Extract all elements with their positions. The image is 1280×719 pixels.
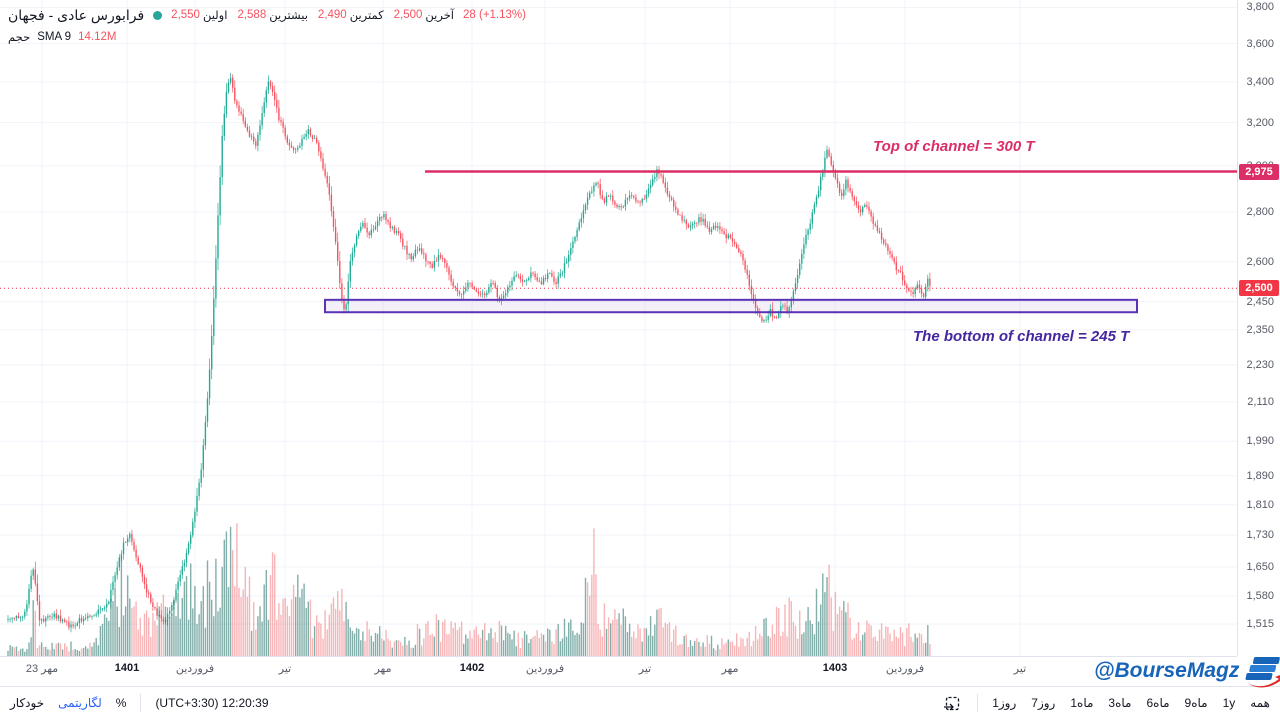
separator xyxy=(977,694,979,712)
price-tick: 3,800 xyxy=(1246,1,1274,14)
time-tick: مهر xyxy=(374,663,392,675)
ohlc-label: آخرین xyxy=(425,10,454,22)
log-scale-button[interactable]: لگاریتمی xyxy=(58,696,102,710)
bottom-channel-annotation[interactable]: The bottom of channel = 245 T xyxy=(913,328,1130,345)
ohlc-pair: 2,490 کمترین xyxy=(318,8,384,22)
ohlc-label: بیشترین xyxy=(269,10,308,22)
time-tick-year: 1403 xyxy=(822,662,848,674)
go-to-date-icon[interactable] xyxy=(941,692,963,714)
ohlc-fields: 2,550 اولین 2,588 بیشترین 2,490 کمترین 2,500 آخ… xyxy=(171,8,454,22)
candlestick-volume-chart xyxy=(0,0,1237,656)
time-tick-year: 1401 xyxy=(114,662,140,674)
range-buttons: 1روز 7روز 1ماه 3ماه 6ماه 9ماه 1y همه xyxy=(992,696,1270,710)
ohlc-pair: 2,550 اولین xyxy=(171,8,227,22)
range-button[interactable]: 1y xyxy=(1222,696,1236,710)
time-tick: فروردین xyxy=(885,663,925,675)
ohlc-value: 2,490 xyxy=(317,9,347,21)
time-tick: فروردین xyxy=(175,663,215,675)
chart-pane[interactable] xyxy=(0,0,1237,656)
price-axis[interactable]: 3,8003,6003,4003,2003,0002,8002,6002,450… xyxy=(1237,0,1280,656)
time-tick: 23 مهر xyxy=(25,663,59,675)
price-tick: 2,600 xyxy=(1246,255,1274,268)
price-tick: 1,515 xyxy=(1246,618,1274,631)
percent-scale-button[interactable]: % xyxy=(115,696,127,710)
change-value: 28 (+1.13%) xyxy=(463,9,526,21)
time-tick: تیر xyxy=(638,663,652,675)
price-tick: 1,810 xyxy=(1246,498,1274,511)
range-controls: 1روز 7روز 1ماه 3ماه 6ماه 9ماه 1y همه xyxy=(941,687,1270,719)
price-tick: 3,600 xyxy=(1246,37,1274,50)
market-status-dot-icon xyxy=(153,10,163,20)
range-button[interactable]: 9ماه xyxy=(1184,696,1208,710)
symbol-title[interactable]: فرابورس عادی - فجهان xyxy=(8,6,145,23)
price-tick: 1,890 xyxy=(1246,469,1274,482)
ohlc-pair: 2,500 آخرین xyxy=(394,8,454,22)
watermark: @BourseMagz xyxy=(1094,653,1280,689)
separator xyxy=(140,694,142,712)
time-tick: مهر xyxy=(721,663,739,675)
range-button[interactable]: 1ماه xyxy=(1070,696,1094,710)
ohlc-value: 2,588 xyxy=(237,9,267,21)
bottom-toolbar: خودکار لگاریتمی % (UTC+3:30) 12:20:39 1ر… xyxy=(0,686,1280,719)
ohlc-pair: 2,588 بیشترین xyxy=(237,8,307,22)
price-tick: 2,450 xyxy=(1246,295,1274,308)
price-tick: 2,230 xyxy=(1246,358,1274,371)
watermark-handle: @BourseMagz xyxy=(1094,659,1240,682)
legend-volume-row: حجم SMA 9 14.12M xyxy=(8,28,526,46)
top-channel-annotation[interactable]: Top of channel = 300 T xyxy=(873,138,1035,155)
price-tick: 2,110 xyxy=(1247,395,1274,408)
range-button[interactable]: 7روز xyxy=(1031,696,1056,710)
price-tick: 3,400 xyxy=(1246,75,1274,88)
price-tick: 1,650 xyxy=(1246,560,1274,573)
time-tick-year: 1402 xyxy=(459,662,485,674)
range-button[interactable]: همه xyxy=(1250,696,1270,710)
legend: فرابورس عادی - فجهان 2,550 اولین 2,588 بیشت… xyxy=(8,5,526,46)
price-tick: 2,800 xyxy=(1246,206,1274,219)
price-badge: 2,975 xyxy=(1239,163,1279,180)
ohlc-label: اولین xyxy=(202,10,228,22)
price-tick: 1,580 xyxy=(1246,589,1274,602)
range-button[interactable]: 1روز xyxy=(992,696,1017,710)
volume-value: 14.12M xyxy=(78,31,117,43)
ohlc-value: 2,550 xyxy=(171,9,200,21)
range-button[interactable]: 6ماه xyxy=(1146,696,1170,710)
time-axis[interactable]: 23 مهر 1401 فروردین تیر مهر 1402 فروردین تیر مهر… xyxy=(0,656,1237,682)
volume-sma-label[interactable]: SMA 9 xyxy=(37,31,72,43)
clock[interactable]: (UTC+3:30) 12:20:39 xyxy=(155,696,269,710)
ohlc-value: 2,500 xyxy=(393,9,423,21)
boursemagz-logo-icon xyxy=(1245,657,1280,688)
time-tick: تیر xyxy=(278,663,292,675)
auto-scale-button[interactable]: خودکار xyxy=(10,696,45,710)
range-button[interactable]: 3ماه xyxy=(1108,696,1132,710)
price-tick: 3,200 xyxy=(1246,116,1274,129)
volume-label: حجم xyxy=(8,32,31,44)
price-tick: 1,990 xyxy=(1246,435,1274,448)
ohlc-label: کمترین xyxy=(349,10,384,22)
price-tick: 1,730 xyxy=(1246,529,1274,542)
price-badge: 2,500 xyxy=(1239,280,1279,297)
time-tick: فروردین xyxy=(525,663,565,675)
time-tick: تیر xyxy=(1013,663,1027,675)
legend-symbol-row: فرابورس عادی - فجهان 2,550 اولین 2,588 بیشت… xyxy=(8,5,526,25)
scale-controls: خودکار لگاریتمی % (UTC+3:30) 12:20:39 xyxy=(10,687,269,719)
price-tick: 2,350 xyxy=(1246,323,1274,336)
